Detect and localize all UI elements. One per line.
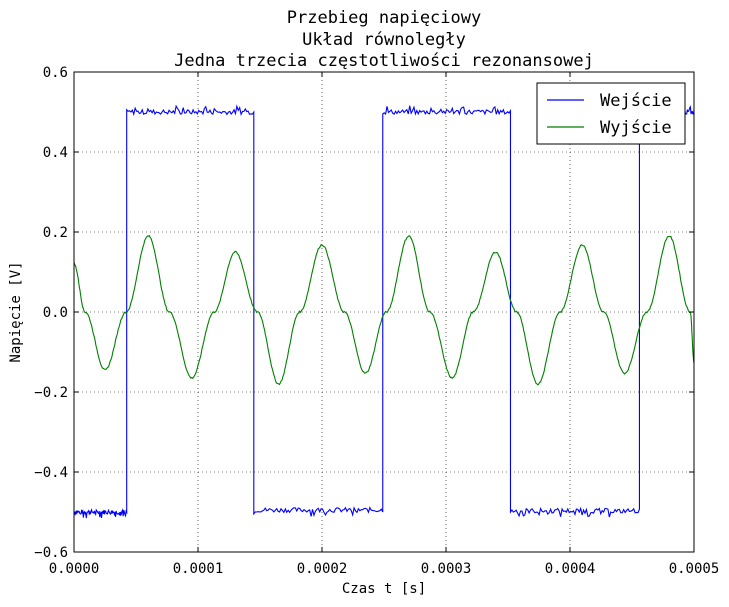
y-tick-label: 0.6 <box>43 65 68 81</box>
x-tick-label: 0.0003 <box>421 561 472 577</box>
series-line-wyjscie <box>73 234 695 386</box>
x-tick-label: 0.0005 <box>669 561 720 577</box>
y-tick-label: −0.4 <box>34 465 68 481</box>
y-tick-label: 0.0 <box>43 305 68 321</box>
plot-series <box>73 104 695 519</box>
x-tick-labels: 0.0000 0.0001 0.0002 0.0003 0.0004 0.0005 <box>49 561 720 577</box>
y-tick-label: −0.2 <box>34 385 68 401</box>
chart-title-line-1: Przebieg napięciowy <box>287 8 481 28</box>
legend: Wejście Wyjście <box>536 82 686 145</box>
y-tick-label: 0.2 <box>43 225 68 241</box>
y-tick-label: −0.6 <box>34 545 68 561</box>
y-axis-label: Napięcie [V] <box>8 261 24 362</box>
series-line-wejscie <box>73 104 695 519</box>
grid <box>74 72 694 552</box>
x-axis-label: Czas t [s] <box>342 581 426 597</box>
ticks <box>73 71 695 553</box>
y-tick-labels: −0.6 −0.4 −0.2 0.0 0.2 0.4 0.6 <box>34 65 68 561</box>
legend-label-wejscie: Wejście <box>600 91 672 111</box>
chart-title-line-3: Jedna trzecia częstotliwości rezonansowe… <box>174 51 594 71</box>
x-tick-label: 0.0000 <box>49 561 100 577</box>
y-tick-label: 0.4 <box>43 145 68 161</box>
chart-title-line-2: Układ równoległy <box>302 30 466 50</box>
x-tick-label: 0.0002 <box>297 561 348 577</box>
x-tick-label: 0.0001 <box>173 561 224 577</box>
legend-box <box>536 82 686 145</box>
x-tick-label: 0.0004 <box>545 561 596 577</box>
legend-label-wyjscie: Wyjście <box>600 118 672 138</box>
